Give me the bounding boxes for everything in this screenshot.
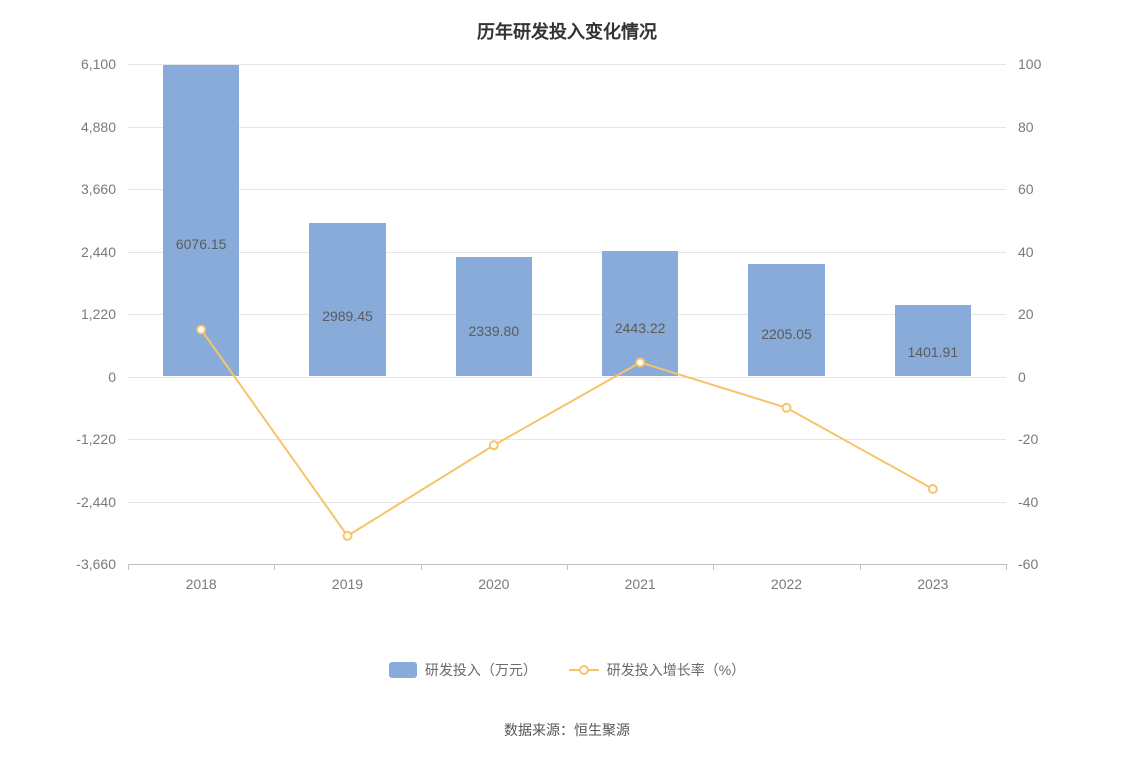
y-left-tick-label: 6,100 <box>81 57 128 71</box>
bar-value-label: 2989.45 <box>322 308 373 324</box>
bar[interactable] <box>895 305 971 377</box>
x-tick <box>128 564 129 570</box>
legend-line-label: 研发投入增长率（%） <box>607 660 745 680</box>
bar-value-label: 1401.91 <box>908 344 959 360</box>
gridline <box>128 439 1006 440</box>
y-left-tick-label: -2,440 <box>76 495 128 509</box>
line-marker[interactable] <box>344 532 352 540</box>
bar[interactable] <box>602 251 678 376</box>
legend-bar-swatch <box>389 662 417 678</box>
y-left-tick-label: 2,440 <box>81 245 128 259</box>
y-right-tick-label: -60 <box>1006 557 1038 571</box>
x-tick-label: 2018 <box>186 576 217 592</box>
gridline <box>128 377 1006 378</box>
x-tick-label: 2023 <box>917 576 948 592</box>
y-left-tick-label: -3,660 <box>76 557 128 571</box>
y-right-tick-label: 60 <box>1006 182 1034 196</box>
y-right-tick-label: 40 <box>1006 245 1034 259</box>
gridline <box>128 314 1006 315</box>
y-left-tick-label: 3,660 <box>81 182 128 196</box>
y-right-tick-label: 80 <box>1006 120 1034 134</box>
x-tick-label: 2021 <box>625 576 656 592</box>
y-right-tick-label: 20 <box>1006 307 1034 321</box>
bar-value-label: 2339.80 <box>469 323 520 339</box>
legend-item-line[interactable]: 研发投入增长率（%） <box>569 660 745 680</box>
y-right-tick-label: 0 <box>1006 370 1026 384</box>
y-left-tick-label: 1,220 <box>81 307 128 321</box>
bar-value-label: 2205.05 <box>761 326 812 342</box>
x-tick <box>860 564 861 570</box>
x-tick <box>421 564 422 570</box>
gridline <box>128 64 1006 65</box>
legend: 研发投入（万元） 研发投入增长率（%） <box>0 660 1134 681</box>
line-marker[interactable] <box>929 485 937 493</box>
bar[interactable] <box>456 257 532 377</box>
x-tick-label: 2022 <box>771 576 802 592</box>
gridline <box>128 127 1006 128</box>
legend-line-swatch <box>569 662 599 678</box>
gridline <box>128 502 1006 503</box>
chart-container: 历年研发投入变化情况 -3,660-2,440-1,22001,2202,440… <box>0 0 1134 766</box>
y-left-tick-label: -1,220 <box>76 432 128 446</box>
bar-value-label: 6076.15 <box>176 236 227 252</box>
legend-item-bar[interactable]: 研发投入（万元） <box>389 660 537 680</box>
x-tick <box>713 564 714 570</box>
bar-value-label: 2443.22 <box>615 320 666 336</box>
line-marker[interactable] <box>490 441 498 449</box>
x-tick-label: 2019 <box>332 576 363 592</box>
line-marker[interactable] <box>783 404 791 412</box>
x-tick <box>567 564 568 570</box>
bar[interactable] <box>309 223 385 376</box>
chart-title: 历年研发投入变化情况 <box>0 0 1134 44</box>
x-tick <box>1006 564 1007 570</box>
data-source: 数据来源：恒生聚源 <box>0 720 1134 740</box>
gridline <box>128 189 1006 190</box>
bar[interactable] <box>748 264 824 377</box>
gridline <box>128 252 1006 253</box>
plot-area: -3,660-2,440-1,22001,2202,4403,6604,8806… <box>128 64 1006 564</box>
bar[interactable] <box>163 65 239 376</box>
y-right-tick-label: -40 <box>1006 495 1038 509</box>
y-left-tick-label: 4,880 <box>81 120 128 134</box>
y-right-tick-label: -20 <box>1006 432 1038 446</box>
legend-bar-label: 研发投入（万元） <box>425 660 537 680</box>
x-tick <box>274 564 275 570</box>
y-right-tick-label: 100 <box>1006 57 1041 71</box>
y-left-tick-label: 0 <box>108 370 128 384</box>
x-tick-label: 2020 <box>478 576 509 592</box>
